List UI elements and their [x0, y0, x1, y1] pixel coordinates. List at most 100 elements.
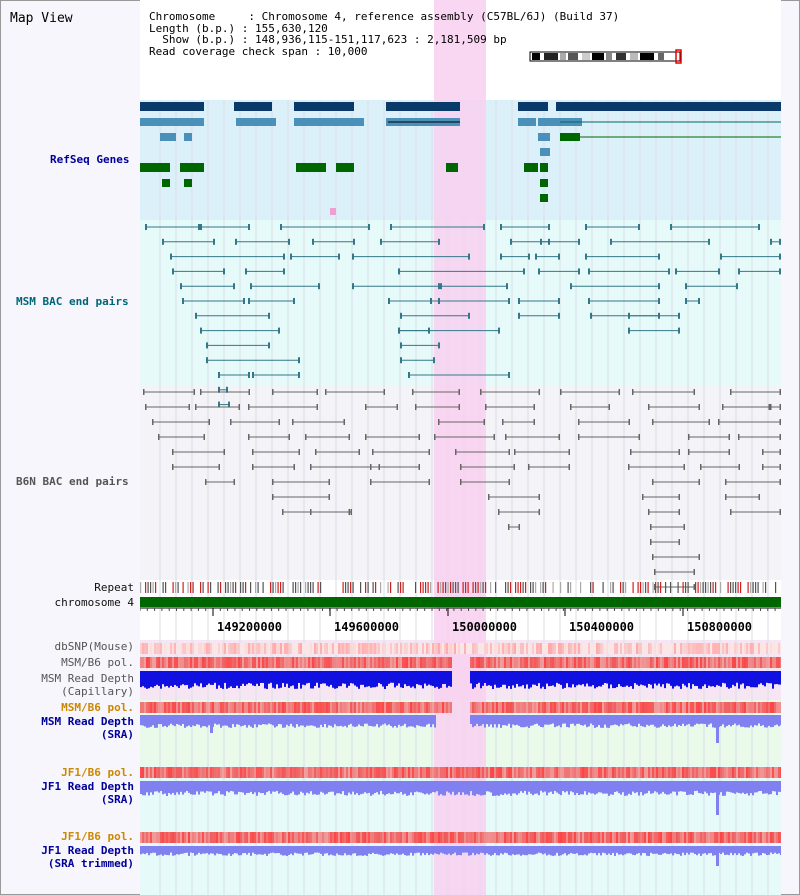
- jf1-sra-depth-bar: [448, 781, 450, 793]
- msm-pol2-cell: [414, 702, 416, 713]
- selected-region-highlight[interactable]: [434, 0, 486, 895]
- jf1-pol2-cell: [646, 832, 648, 843]
- msm-pol-cell: [704, 657, 706, 668]
- jf1-trim-depth-bar: [348, 846, 350, 855]
- msm-cap-depth-bar: [216, 671, 218, 689]
- msm-cap-depth-bar: [242, 671, 244, 684]
- dbsnp-cell: [718, 643, 720, 654]
- jf1-trim-depth-bar: [662, 846, 664, 854]
- msm-cap-depth-bar: [494, 671, 496, 685]
- genome-tracks-svg[interactable]: 149200000 149600000 150000000 150400000 1508…: [140, 0, 781, 895]
- dbsnp-cell: [230, 643, 232, 654]
- msm-cap-depth-bar: [558, 671, 560, 684]
- msm-sra-depth-bar: [480, 715, 482, 726]
- msm-pol2-cell: [492, 702, 494, 713]
- dbsnp-cell: [708, 643, 710, 654]
- dbsnp-cell: [388, 643, 390, 654]
- msm-pol2-cell: [422, 702, 424, 713]
- repeat-element: [532, 582, 534, 593]
- msm-pol-cell: [288, 657, 290, 668]
- jf1-pol2-cell: [416, 832, 418, 843]
- msm-pol-cell: [322, 657, 324, 668]
- dbsnp-cell: [366, 643, 368, 654]
- msm-sra-depth-bar: [202, 715, 204, 727]
- msm-sra-depth-bar: [216, 715, 218, 725]
- jf1-sra-depth-bar: [446, 781, 448, 792]
- jf1-pol2-cell: [362, 832, 364, 843]
- msm-pol2-cell: [410, 702, 412, 713]
- msm-pol2-cell: [716, 702, 718, 713]
- msm-pol2-cell: [212, 702, 214, 713]
- jf1-trim-depth-bar: [510, 846, 512, 856]
- chromosome-ideogram[interactable]: [529, 49, 682, 64]
- msm-sra-depth-bar: [752, 715, 754, 728]
- msm-pol2-cell: [774, 702, 776, 713]
- dbsnp-cell: [322, 643, 324, 654]
- msm-bac-end: [283, 268, 285, 275]
- dbsnp-cell: [458, 643, 460, 654]
- msm-pol-cell: [200, 657, 202, 668]
- msm-pol2-cell: [526, 702, 528, 713]
- dbsnp-cell: [350, 643, 352, 654]
- jf1-sra-depth-bar: [756, 781, 758, 793]
- dbsnp-cell: [490, 643, 492, 654]
- jf1-pol2-cell: [554, 832, 556, 843]
- msm-pol-cell: [284, 657, 286, 668]
- msm-sra-depth-bar: [780, 715, 781, 726]
- dbsnp-cell: [728, 643, 730, 654]
- track-label-msm-bac[interactable]: MSM BAC end pairs: [16, 295, 129, 308]
- jf1-trim-depth-bar: [266, 846, 268, 856]
- msm-cap-depth-bar: [288, 671, 290, 688]
- msm-pol2-cell: [562, 702, 564, 713]
- msm-cap-depth-bar: [566, 671, 568, 684]
- dbsnp-cell: [664, 643, 666, 654]
- dbsnp-cell: [670, 643, 672, 654]
- msm-cap-depth-bar: [616, 671, 618, 688]
- track-label-b6n-bac[interactable]: B6N BAC end pairs: [16, 475, 129, 488]
- jf1-pol-cell: [392, 767, 394, 778]
- msm-cap-depth-bar: [712, 671, 714, 687]
- repeat-element: [710, 582, 712, 593]
- msm-pol-cell: [582, 657, 584, 668]
- msm-sra-depth-bar: [624, 715, 626, 725]
- b6n-bac-end: [779, 449, 781, 455]
- jf1-pol2-cell: [638, 832, 640, 843]
- jf1-pol-cell: [700, 767, 702, 778]
- msm-bac-end: [588, 298, 590, 304]
- msm-pol2-cell: [702, 702, 704, 713]
- msm-pol2-cell: [780, 702, 781, 713]
- msm-cap-depth-bar: [776, 671, 778, 685]
- jf1-pol-cell: [292, 767, 294, 778]
- jf1-sra-depth-bar: [726, 781, 728, 792]
- jf1-pol-cell: [346, 767, 348, 778]
- dbsnp-cell: [170, 643, 172, 654]
- msm-pol2-cell: [746, 702, 748, 713]
- jf1-trim-depth-bar: [646, 846, 648, 856]
- dbsnp-cell: [390, 643, 392, 654]
- msm-sra-depth-bar: [474, 715, 476, 726]
- dbsnp-cell: [408, 643, 410, 654]
- jf1-sra-depth-bar: [426, 781, 428, 794]
- msm-bac-end: [468, 253, 470, 260]
- jf1-pol-cell: [512, 767, 514, 778]
- jf1-sra-depth-bar: [540, 781, 542, 791]
- jf1-pol-cell: [672, 767, 674, 778]
- jf1-sra-depth-bar: [716, 781, 719, 815]
- msm-pol-cell: [296, 657, 298, 668]
- genome-browser-canvas[interactable]: 149200000 149600000 150000000 150400000 1508…: [140, 0, 781, 895]
- repeat-element: [442, 582, 444, 593]
- msm-pol-cell: [658, 657, 660, 668]
- track-label-refseq[interactable]: RefSeq Genes: [50, 153, 130, 166]
- msm-pol-cell: [490, 657, 492, 668]
- dbsnp-cell: [344, 643, 346, 654]
- b6n-bac-end: [372, 449, 374, 455]
- dbsnp-cell: [710, 643, 712, 654]
- msm-bac-end: [628, 312, 630, 319]
- dbsnp-cell: [166, 643, 168, 654]
- msm-cap-depth-bar: [576, 671, 578, 686]
- msm-pol-cell: [586, 657, 588, 668]
- jf1-sra-depth-bar: [364, 781, 366, 793]
- jf1-trim-depth-bar: [260, 846, 262, 855]
- dbsnp-cell: [724, 643, 726, 654]
- jf1-pol2-cell: [346, 832, 348, 843]
